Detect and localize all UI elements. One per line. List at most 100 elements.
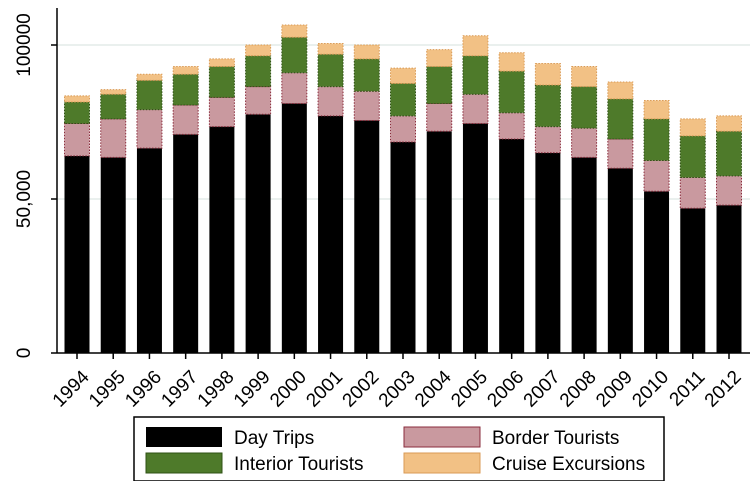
legend-label-day-trips: Day Trips [234, 428, 314, 449]
x-tick-label-2001: 2001 [302, 367, 347, 412]
bar-cruise-excursions-2008 [571, 66, 598, 88]
x-tick-label-2006: 2006 [484, 367, 529, 412]
bar-interior-tourists-2001 [317, 53, 344, 88]
bar-border-tourists-2007 [534, 126, 561, 154]
bar-cruise-excursions-1996 [136, 73, 163, 81]
bar-border-tourists-2002 [353, 90, 380, 121]
bar-border-tourists-2008 [571, 127, 598, 158]
x-tick-label-1996: 1996 [121, 367, 166, 412]
x-tick-label-1997: 1997 [158, 367, 203, 412]
bar-border-tourists-1997 [172, 104, 199, 135]
bar-cruise-excursions-2000 [281, 24, 308, 38]
bar-day-trips-2008 [571, 157, 597, 353]
bar-interior-tourists-2009 [607, 98, 634, 140]
bar-cruise-excursions-1998 [208, 58, 235, 68]
bar-interior-tourists-2000 [281, 36, 308, 74]
bar-day-trips-1997 [173, 134, 199, 353]
bar-cruise-excursions-1999 [245, 44, 272, 57]
bar-border-tourists-2004 [426, 103, 453, 132]
bar-cruise-excursions-2005 [462, 35, 489, 57]
x-tick-label-2000: 2000 [266, 367, 311, 412]
bar-interior-tourists-2011 [679, 135, 706, 178]
x-tick-label-2012: 2012 [701, 367, 746, 412]
x-tick-label-2002: 2002 [339, 367, 384, 412]
bar-day-trips-2009 [607, 168, 633, 353]
bar-interior-tourists-1995 [100, 93, 127, 120]
bar-border-tourists-2001 [317, 86, 344, 117]
bar-border-tourists-1995 [100, 118, 127, 158]
bar-border-tourists-2006 [498, 112, 525, 140]
bar-day-trips-2010 [644, 191, 670, 353]
bar-cruise-excursions-2001 [317, 42, 344, 55]
bar-cruise-excursions-2004 [426, 49, 453, 68]
legend-swatch-interior-tourists [145, 452, 223, 474]
bar-day-trips-2012 [716, 205, 742, 353]
legend: Day Trips Border Tourists Interior Tourist… [133, 416, 665, 481]
bar-interior-tourists-2002 [353, 58, 380, 92]
bar-border-tourists-1996 [136, 109, 163, 149]
bar-border-tourists-1999 [245, 86, 272, 115]
x-tick-label-2004: 2004 [411, 366, 456, 411]
bar-day-trips-1998 [209, 126, 235, 354]
bar-cruise-excursions-1995 [100, 89, 127, 95]
y-tick-label-0: 0 [14, 348, 35, 359]
bar-interior-tourists-2003 [390, 83, 416, 117]
bar-cruise-excursions-2009 [607, 81, 634, 100]
bar-interior-tourists-1996 [136, 79, 163, 111]
y-tick-label-100000: 100000 [14, 13, 35, 76]
bar-interior-tourists-2005 [462, 55, 489, 95]
bar-interior-tourists-1998 [208, 66, 235, 98]
legend-label-cruise-excursions: Cruise Excursions [492, 454, 645, 475]
bar-day-trips-1996 [136, 148, 162, 353]
bar-interior-tourists-1994 [64, 101, 90, 125]
x-tick-label-1999: 1999 [230, 367, 275, 412]
legend-label-interior-tourists: Interior Tourists [234, 454, 364, 475]
x-tick-label-1995: 1995 [85, 367, 130, 412]
bar-interior-tourists-1997 [172, 73, 199, 106]
bar-day-trips-2003 [390, 142, 416, 353]
x-tick-label-2007: 2007 [520, 367, 565, 412]
bar-border-tourists-2003 [390, 115, 416, 143]
x-tick-label-2009: 2009 [592, 367, 637, 412]
y-tick-label-50000: 50,000 [14, 170, 35, 228]
bar-interior-tourists-2012 [716, 130, 742, 177]
bar-day-trips-2006 [499, 138, 525, 353]
bar-day-trips-2000 [281, 103, 307, 354]
bar-border-tourists-2011 [679, 176, 706, 209]
bar-cruise-excursions-2006 [498, 52, 525, 72]
bar-border-tourists-2000 [281, 72, 308, 105]
bar-day-trips-2011 [680, 208, 706, 353]
bar-day-trips-1995 [100, 157, 126, 353]
bar-interior-tourists-1999 [245, 55, 272, 88]
legend-swatch-day-trips [146, 427, 222, 447]
bar-interior-tourists-2004 [426, 66, 453, 105]
x-tick-label-2011: 2011 [666, 367, 710, 411]
x-tick-label-2010: 2010 [628, 367, 673, 412]
bar-border-tourists-1998 [208, 96, 235, 128]
bar-cruise-excursions-2011 [679, 118, 706, 137]
bar-cruise-excursions-2010 [643, 99, 670, 120]
bar-border-tourists-2005 [462, 93, 489, 125]
legend-swatch-cruise-excursions [403, 452, 481, 474]
bar-cruise-excursions-1997 [172, 66, 199, 75]
x-tick-label-1998: 1998 [194, 367, 239, 412]
bar-cruise-excursions-2012 [716, 115, 742, 132]
x-tick-label-2005: 2005 [447, 367, 492, 412]
legend-label-border-tourists: Border Tourists [492, 428, 619, 449]
bar-day-trips-2002 [354, 120, 380, 354]
bar-day-trips-2005 [462, 123, 488, 353]
bar-interior-tourists-2010 [643, 118, 670, 161]
bar-interior-tourists-2007 [534, 84, 561, 128]
legend-swatch-border-tourists [403, 426, 481, 448]
bar-cruise-excursions-1994 [64, 95, 90, 103]
bar-border-tourists-2012 [716, 175, 742, 206]
bar-day-trips-1999 [245, 114, 271, 353]
bar-day-trips-2004 [426, 131, 452, 353]
bar-interior-tourists-2006 [498, 70, 525, 114]
x-tick-label-2003: 2003 [375, 367, 420, 412]
bar-border-tourists-2009 [607, 138, 634, 169]
bars-group [64, 24, 742, 354]
bar-interior-tourists-2008 [571, 86, 598, 129]
bar-cruise-excursions-2002 [353, 44, 380, 60]
